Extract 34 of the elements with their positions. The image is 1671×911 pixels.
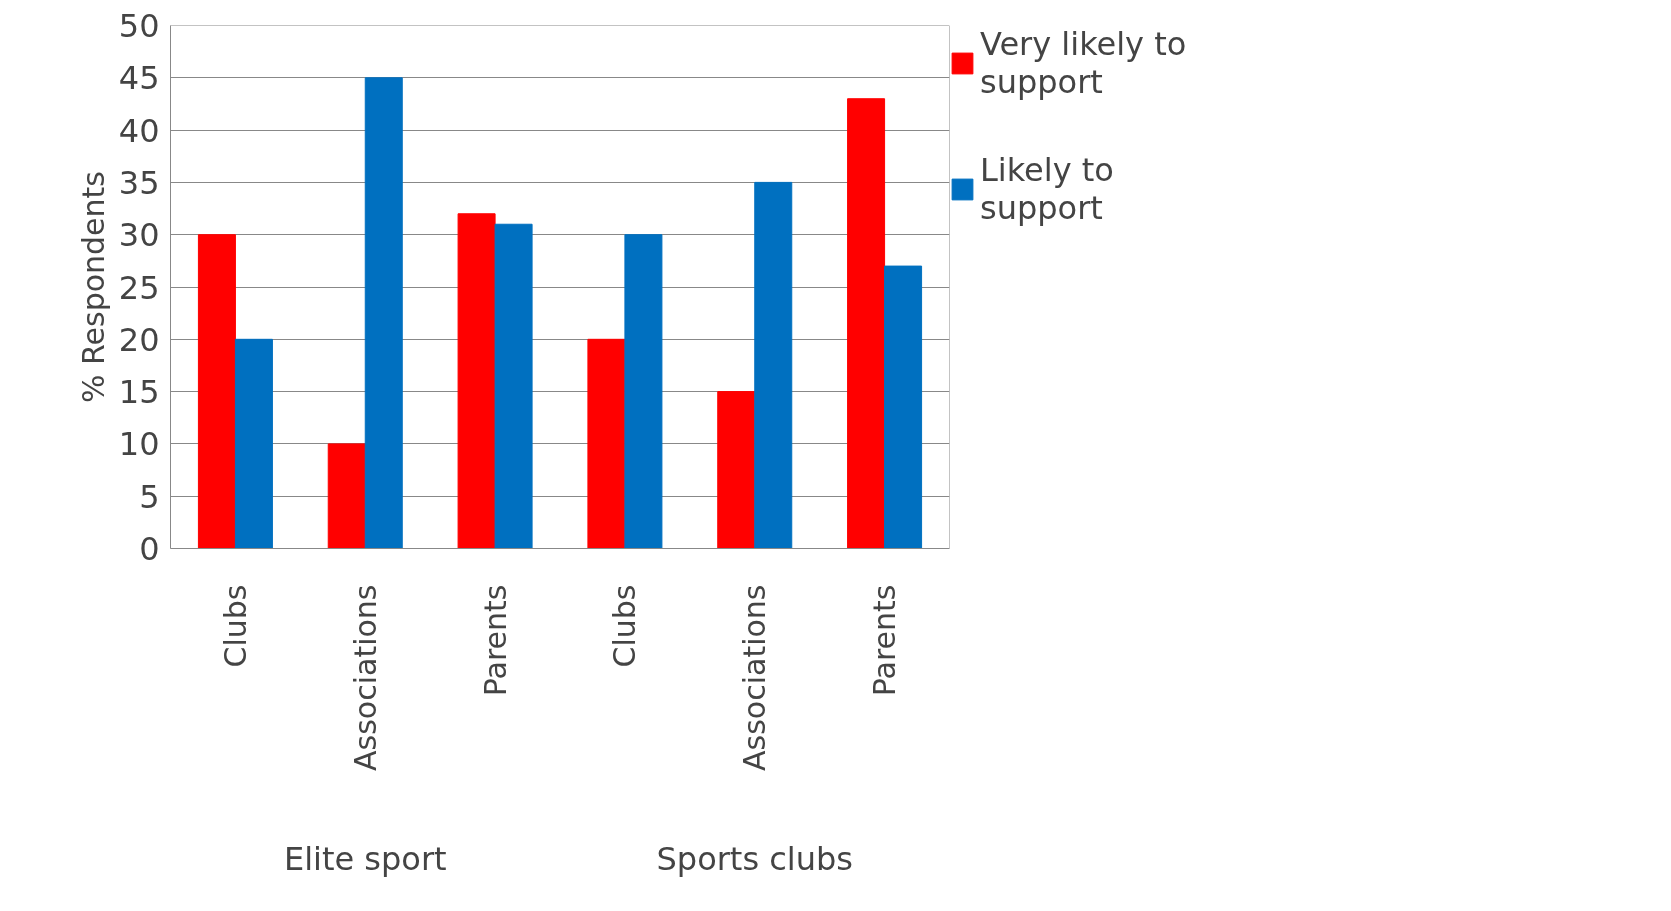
x-tick-label: Associations bbox=[347, 584, 383, 771]
y-tick-label: 50 bbox=[118, 7, 160, 45]
y-axis-title: % Respondents bbox=[75, 171, 111, 403]
x-tick-label: Clubs bbox=[607, 584, 643, 668]
y-tick-label: 15 bbox=[118, 373, 160, 412]
bar bbox=[494, 223, 533, 549]
y-tick-label: 0 bbox=[139, 530, 160, 568]
bar bbox=[884, 265, 923, 549]
y-tick-label: 25 bbox=[118, 268, 160, 307]
bar bbox=[754, 181, 793, 549]
bar bbox=[457, 213, 496, 549]
y-tick-label: 40 bbox=[118, 111, 160, 150]
x-tick-label: Parents bbox=[477, 584, 513, 697]
y-tick-label: 10 bbox=[118, 425, 160, 464]
y-tick-label: 35 bbox=[118, 163, 160, 202]
y-tick-label: 45 bbox=[118, 59, 160, 98]
text: Elite sport bbox=[283, 839, 447, 878]
x-tick-label: Clubs bbox=[217, 584, 253, 668]
bar bbox=[197, 234, 236, 549]
y-tick-label: 20 bbox=[118, 320, 160, 359]
legend-label: Likely to support bbox=[980, 151, 1114, 227]
bar bbox=[234, 338, 273, 549]
y-tick-label: 5 bbox=[139, 477, 160, 516]
bar bbox=[847, 98, 886, 549]
y-tick-label: 30 bbox=[118, 216, 160, 255]
text: Sports clubs bbox=[656, 839, 853, 878]
bar bbox=[587, 338, 626, 549]
x-tick-label: Associations bbox=[737, 584, 773, 771]
bar bbox=[717, 391, 756, 549]
legend-label: Very likely to support bbox=[980, 25, 1187, 101]
bar bbox=[364, 77, 403, 549]
x-tick-label: Parents bbox=[867, 584, 903, 697]
bar bbox=[624, 234, 663, 549]
bar bbox=[327, 443, 366, 549]
